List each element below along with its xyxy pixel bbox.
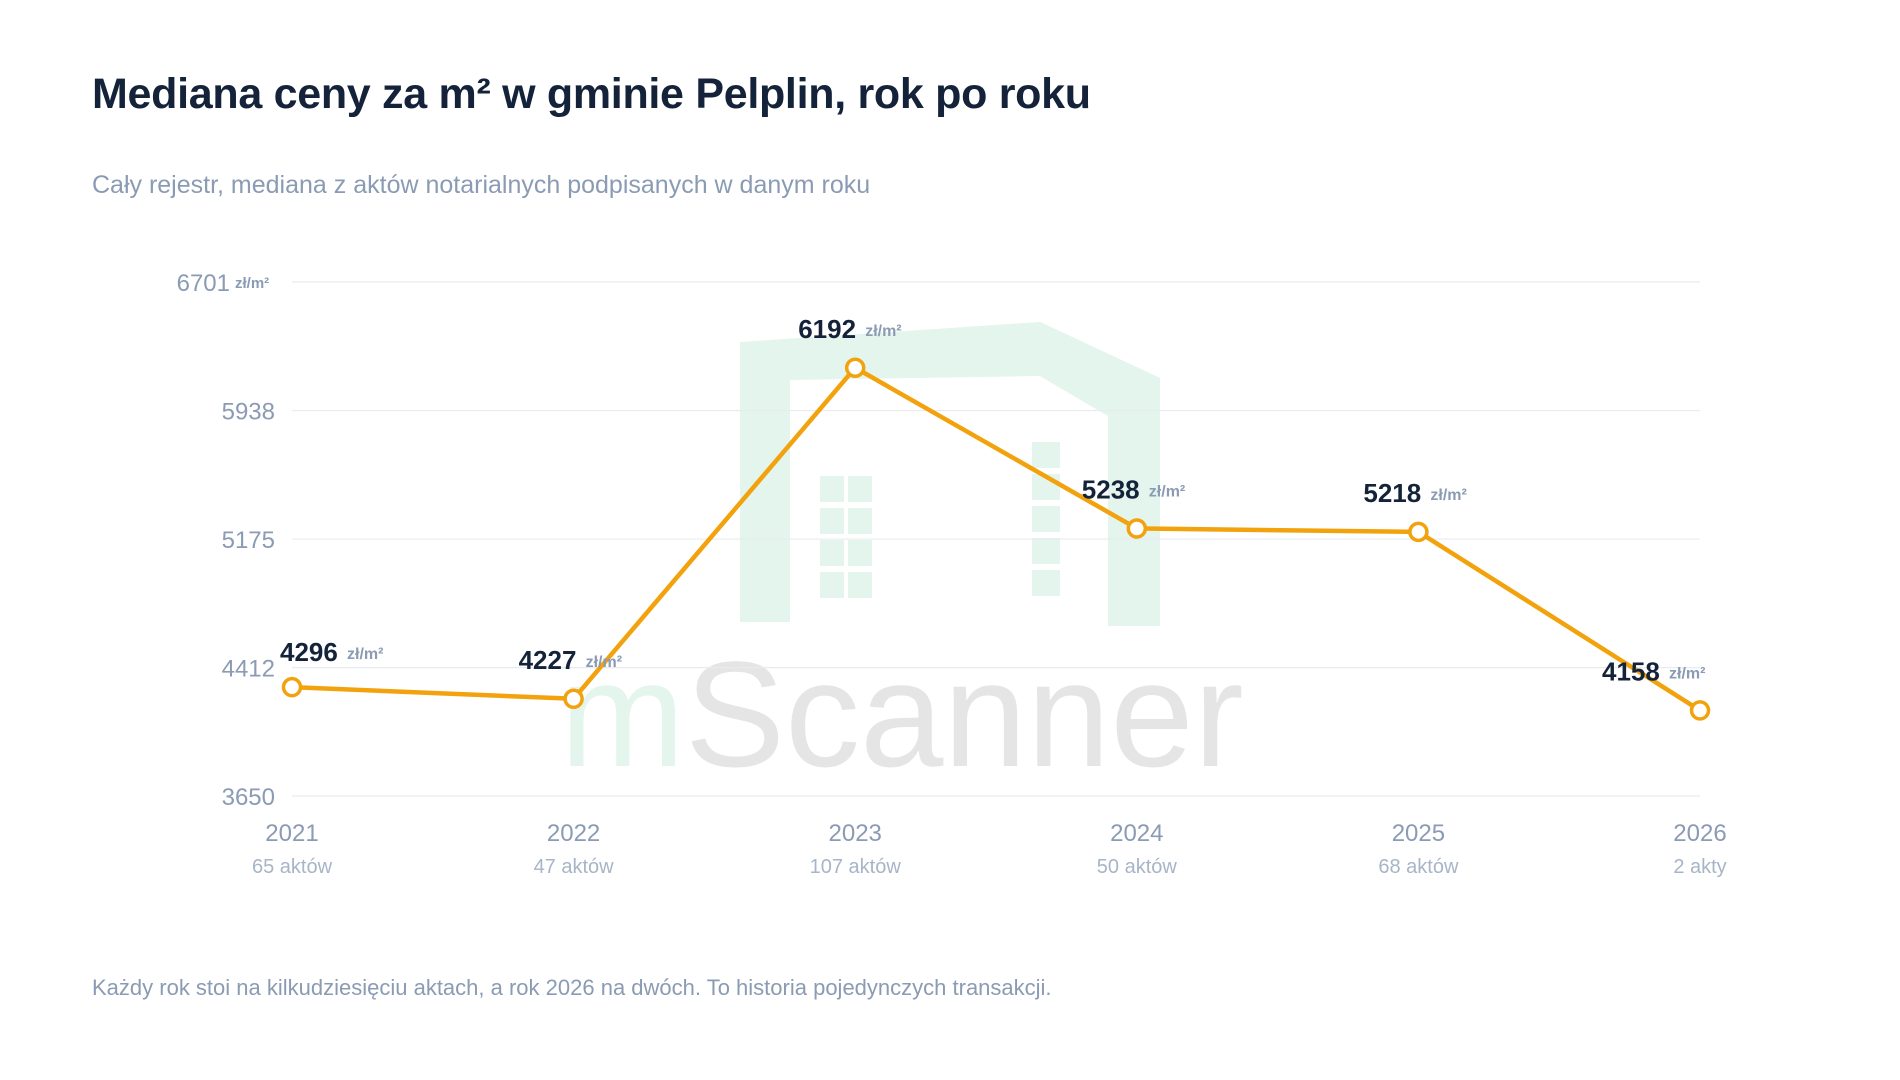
data-point: [281, 676, 303, 698]
data-label: 4296: [280, 637, 338, 667]
x-tick-count: 50 aktów: [1097, 856, 1178, 878]
x-tick-label: 2022: [547, 820, 600, 847]
page-title: Mediana ceny za m² w gminie Pelplin, rok…: [92, 70, 1091, 118]
x-axis: 2021 65 aktów 2022 47 aktów 2023 107 aktów 202…: [252, 820, 1727, 878]
data-point: [1408, 521, 1429, 543]
data-point: [1126, 518, 1148, 539]
data-label-unit: zł/m²: [586, 654, 622, 671]
x-tick-label: 2023: [829, 820, 882, 847]
mscanner-watermark-logo: mScanner: [560, 322, 1244, 798]
data-label: 5238: [1082, 474, 1140, 504]
y-tick-label: 5175: [222, 527, 275, 554]
watermark-text: mScanner: [560, 630, 1244, 798]
data-label: 6192: [798, 314, 856, 344]
watermark-window: [820, 508, 844, 534]
watermark-window: [820, 572, 844, 598]
series-line: [289, 365, 1703, 713]
data-label-unit: zł/m²: [1149, 483, 1185, 500]
data-label-unit: zł/m²: [347, 646, 383, 663]
data-label: 4158: [1602, 656, 1660, 686]
y-tick-unit: zł/m²: [235, 275, 269, 292]
watermark-window: [820, 540, 844, 566]
watermark-window: [1032, 538, 1060, 564]
y-tick-label: 4412: [222, 656, 275, 683]
watermark-window: [1032, 442, 1060, 468]
watermark-text-m: m: [560, 630, 685, 798]
data-point: [563, 688, 584, 710]
footnote: Każdy rok stoi na kilkudziesięciu aktach…: [92, 975, 1052, 1000]
x-tick-count: 107 aktów: [810, 856, 902, 878]
x-tick-label: 2024: [1110, 820, 1163, 847]
watermark-window: [1032, 506, 1060, 532]
watermark-window: [1032, 570, 1060, 596]
x-tick-count: 2 akty: [1673, 856, 1726, 878]
x-tick-count: 65 aktów: [252, 856, 333, 878]
page-subtitle: Cały rejestr, mediana z aktów notarialny…: [92, 171, 871, 199]
grid-lines: [292, 281, 1700, 797]
watermark-window: [848, 508, 872, 534]
data-point: [844, 357, 866, 379]
y-tick-label: 3650: [222, 784, 275, 811]
x-tick-count: 47 aktów: [534, 856, 615, 878]
watermark-window: [848, 540, 872, 566]
watermark-window: [848, 572, 872, 598]
data-labels: 4296 zł/m² 4227 zł/m² 6192 zł/m² 5238 zł/m² 5218…: [280, 314, 1705, 687]
watermark-house-roof: [1040, 322, 1160, 626]
data-label-unit: zł/m²: [865, 323, 901, 340]
series-median-price: [281, 357, 1711, 721]
watermark-window: [848, 476, 872, 502]
y-tick-label: 5938: [222, 399, 275, 426]
data-point: [1689, 700, 1711, 721]
x-tick-count: 68 aktów: [1378, 856, 1459, 878]
y-axis: 3650 4412 5175 5938 6701 zł/m²: [177, 270, 275, 811]
x-tick-label: 2025: [1392, 820, 1445, 847]
x-tick-label: 2021: [265, 820, 318, 847]
watermark-text-rest: Scanner: [685, 630, 1244, 798]
data-label-unit: zł/m²: [1669, 665, 1705, 682]
data-label: 5218: [1363, 478, 1421, 508]
y-tick-label: 6701: [177, 270, 230, 297]
watermark-window: [820, 476, 844, 502]
data-label-unit: zł/m²: [1430, 487, 1466, 504]
x-tick-label: 2026: [1673, 820, 1726, 847]
data-label: 4227: [519, 645, 577, 675]
